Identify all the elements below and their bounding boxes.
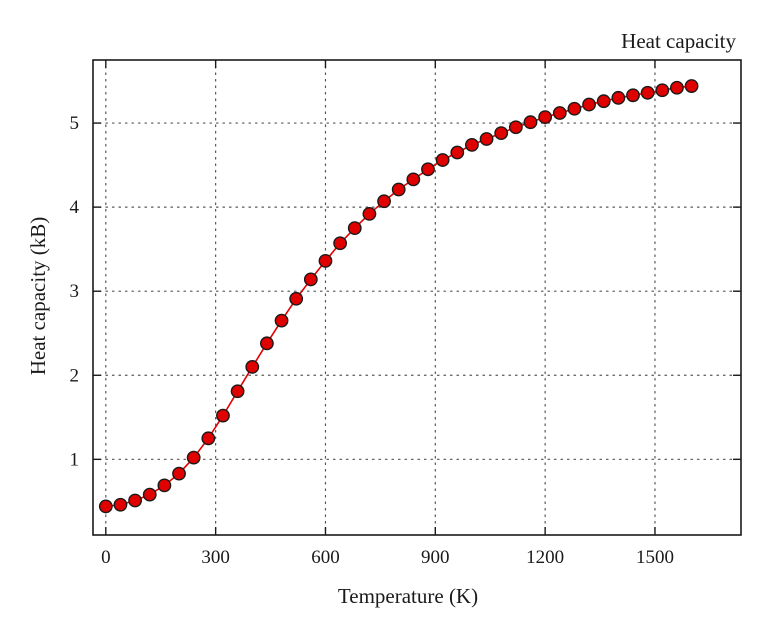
data-point (98, 499, 113, 514)
x-tick-labels: 0 300 600 900 1200 1500 (101, 547, 674, 568)
y-tick-label: 4 (70, 197, 80, 218)
data-point (377, 194, 391, 209)
data-point (582, 97, 596, 112)
plot-frame (92, 59, 742, 536)
data-point (186, 450, 201, 465)
data-point (289, 291, 304, 306)
data-point (684, 79, 699, 93)
data-point (538, 110, 553, 125)
legend-series-label: Heat capacity (621, 29, 736, 53)
data-point (318, 254, 333, 268)
data-point (391, 182, 406, 197)
axis-ticks (93, 60, 741, 535)
data-point (670, 80, 684, 95)
data-point (523, 115, 538, 130)
series-points-group (98, 79, 699, 514)
y-tick-label: 2 (70, 365, 80, 386)
data-point (465, 138, 479, 152)
data-point (230, 384, 245, 399)
data-point (508, 120, 523, 135)
x-tick-label: 0 (101, 547, 111, 568)
data-point (494, 126, 509, 141)
data-point (450, 145, 465, 160)
data-point (626, 88, 640, 103)
data-point (347, 221, 362, 236)
y-tick-label: 3 (70, 281, 80, 302)
data-point (303, 272, 318, 287)
data-point (201, 431, 216, 446)
grid-lines (92, 59, 742, 536)
y-axis-label: Heat capacity (kB) (26, 217, 50, 376)
x-tick-label: 300 (201, 547, 230, 568)
data-point (479, 132, 494, 146)
data-point (245, 359, 260, 374)
y-tick-labels: 1 2 3 4 5 (70, 113, 80, 470)
data-point (157, 478, 172, 493)
x-tick-label: 900 (421, 547, 450, 568)
data-point (421, 162, 435, 177)
data-point (611, 90, 626, 105)
data-point (333, 236, 348, 251)
y-tick-label: 5 (70, 113, 80, 134)
data-point (406, 172, 421, 187)
data-point (259, 336, 274, 351)
data-point (655, 83, 670, 98)
x-tick-label: 1500 (636, 547, 674, 568)
x-tick-label: 1200 (526, 547, 564, 568)
data-point (274, 313, 289, 328)
data-point (596, 94, 611, 109)
x-axis-label: Temperature (K) (338, 584, 478, 608)
data-point (216, 408, 230, 423)
y-tick-label: 1 (70, 449, 80, 470)
x-tick-label: 600 (311, 547, 340, 568)
data-point (113, 497, 128, 512)
data-point (142, 487, 157, 502)
data-point (435, 153, 450, 167)
data-point (640, 85, 655, 100)
data-point (172, 466, 186, 481)
data-point (128, 493, 143, 508)
data-point (567, 101, 582, 116)
data-point (362, 206, 377, 221)
data-point (552, 106, 567, 120)
